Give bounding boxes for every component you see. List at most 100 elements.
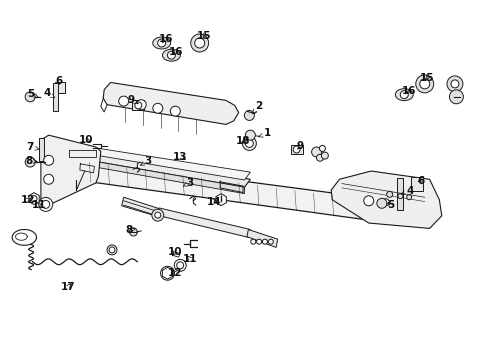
Text: 9: 9: [296, 141, 304, 151]
Circle shape: [160, 266, 174, 280]
Circle shape: [262, 239, 267, 244]
Circle shape: [446, 76, 462, 92]
Circle shape: [311, 147, 321, 157]
Circle shape: [155, 212, 161, 218]
Text: 7: 7: [26, 142, 40, 152]
Circle shape: [170, 106, 180, 116]
Polygon shape: [47, 140, 250, 180]
Circle shape: [292, 146, 300, 153]
Text: 5: 5: [27, 89, 38, 99]
Text: 11: 11: [32, 200, 46, 210]
Text: 8: 8: [25, 156, 37, 166]
Polygon shape: [122, 197, 159, 217]
Circle shape: [43, 174, 54, 184]
Polygon shape: [330, 171, 441, 228]
Text: 2: 2: [252, 102, 262, 113]
Text: 18: 18: [236, 136, 250, 146]
Bar: [39, 138, 44, 162]
Circle shape: [153, 103, 163, 113]
Circle shape: [119, 96, 128, 106]
Text: 16: 16: [169, 46, 183, 57]
Text: 6: 6: [56, 76, 63, 86]
Circle shape: [190, 34, 208, 52]
Circle shape: [25, 92, 35, 102]
Text: 4: 4: [43, 88, 55, 98]
Circle shape: [268, 239, 273, 244]
Polygon shape: [216, 194, 226, 206]
Circle shape: [400, 91, 407, 99]
Circle shape: [319, 145, 325, 152]
Text: 12: 12: [168, 268, 182, 278]
Text: 1: 1: [258, 129, 271, 138]
Polygon shape: [76, 160, 84, 188]
Polygon shape: [157, 208, 250, 237]
Circle shape: [397, 194, 402, 199]
Text: 12: 12: [20, 195, 35, 205]
Circle shape: [163, 269, 171, 277]
Text: 3: 3: [183, 178, 193, 188]
Circle shape: [25, 157, 35, 167]
Circle shape: [135, 102, 142, 109]
Circle shape: [109, 247, 115, 253]
Bar: [55, 81, 65, 94]
Circle shape: [158, 39, 165, 47]
Circle shape: [242, 136, 256, 150]
Circle shape: [31, 195, 37, 202]
Text: 3: 3: [140, 156, 151, 166]
Text: 10: 10: [168, 247, 182, 257]
Polygon shape: [47, 153, 244, 194]
Bar: [410, 177, 422, 190]
Circle shape: [176, 262, 183, 269]
Circle shape: [194, 38, 204, 48]
Text: 16: 16: [401, 86, 416, 96]
Ellipse shape: [162, 49, 180, 61]
Circle shape: [245, 139, 253, 147]
Polygon shape: [41, 135, 101, 205]
Circle shape: [256, 239, 261, 244]
Circle shape: [316, 154, 323, 161]
Text: 9: 9: [128, 95, 138, 105]
Circle shape: [448, 90, 463, 104]
Text: 14: 14: [206, 197, 221, 207]
Circle shape: [382, 199, 388, 206]
Circle shape: [250, 239, 255, 244]
Polygon shape: [103, 82, 238, 125]
Circle shape: [167, 51, 175, 59]
Bar: [52, 83, 59, 111]
Circle shape: [151, 209, 163, 221]
Text: 4: 4: [400, 186, 413, 196]
Text: 11: 11: [183, 254, 197, 264]
Text: 15: 15: [419, 73, 433, 83]
Ellipse shape: [152, 37, 170, 49]
Circle shape: [321, 152, 327, 159]
Circle shape: [107, 245, 117, 255]
Circle shape: [41, 201, 50, 208]
Circle shape: [386, 192, 392, 197]
Circle shape: [129, 228, 137, 236]
Ellipse shape: [394, 89, 412, 101]
Bar: [290, 144, 302, 154]
Text: 8: 8: [125, 225, 135, 235]
Circle shape: [245, 130, 255, 140]
Circle shape: [174, 259, 186, 271]
Circle shape: [39, 197, 53, 211]
Polygon shape: [47, 146, 250, 187]
Text: 15: 15: [197, 31, 211, 41]
Circle shape: [450, 80, 458, 88]
Polygon shape: [162, 267, 172, 279]
Polygon shape: [29, 193, 39, 204]
Polygon shape: [76, 160, 369, 220]
Circle shape: [43, 155, 54, 165]
Polygon shape: [246, 229, 277, 247]
Bar: [132, 100, 144, 111]
Circle shape: [136, 100, 146, 110]
Circle shape: [244, 111, 254, 121]
Circle shape: [415, 75, 433, 93]
Text: 17: 17: [61, 282, 75, 292]
Circle shape: [406, 195, 411, 200]
Text: 10: 10: [79, 135, 93, 145]
Circle shape: [363, 196, 373, 206]
Circle shape: [376, 198, 386, 208]
Text: 13: 13: [173, 152, 187, 162]
Circle shape: [419, 79, 429, 89]
